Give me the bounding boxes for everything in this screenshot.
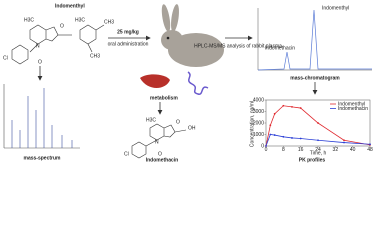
y-tick-label: 2000 xyxy=(253,120,264,126)
point xyxy=(269,124,272,127)
atom: Cl xyxy=(124,151,129,157)
y-axis-label: Concentration, ng/ml xyxy=(249,101,255,147)
metabolism: metabolism xyxy=(150,95,178,101)
x-tick-label: 0 xyxy=(265,147,268,153)
point xyxy=(265,145,267,147)
x-tick-label: 40 xyxy=(350,147,356,153)
point xyxy=(317,139,319,142)
x-tick-label: 8 xyxy=(282,147,285,153)
graphical-abstract: Indomenthyl H3C O N Cl O H3C CH3 CH3 25 … xyxy=(3,3,373,163)
caption: mass-chromatogram xyxy=(290,75,340,81)
point xyxy=(282,135,285,138)
chromatogram xyxy=(257,8,372,71)
caption: mass-spectrum xyxy=(24,155,62,161)
point xyxy=(299,107,302,109)
protein xyxy=(187,71,209,95)
x-axis-label: Time, h xyxy=(310,150,327,156)
x-tick-label: 24 xyxy=(315,147,321,153)
rabbit xyxy=(161,4,224,67)
atom: O xyxy=(176,119,180,125)
atom: Cl xyxy=(3,55,8,61)
molecule-name: Indomenthyl xyxy=(55,3,85,9)
point xyxy=(291,137,293,139)
atom: N xyxy=(36,43,40,49)
atom: N xyxy=(155,139,159,145)
atom: CH3 xyxy=(90,53,100,59)
point xyxy=(343,139,345,142)
atom: OH xyxy=(188,125,196,131)
point xyxy=(273,112,276,115)
atom: CH3 xyxy=(104,19,114,25)
legend-label: Indomethacin xyxy=(338,106,368,112)
point xyxy=(369,143,371,146)
y-tick-label: 1000 xyxy=(253,132,264,138)
atom: H3C xyxy=(24,17,34,23)
x-tick-label: 16 xyxy=(298,147,304,153)
pk-chart: 0 8 16 24 32 40 48 0 1000 2000 3000 4000 Indomenthyl… xyxy=(253,97,373,153)
molecule-top xyxy=(11,24,105,65)
point xyxy=(299,137,302,140)
mass-spectrum xyxy=(3,84,80,149)
atom: O xyxy=(158,151,162,157)
molecule-name: Indomethacin xyxy=(146,157,179,163)
dose: 25 mg/kg xyxy=(117,29,139,35)
point xyxy=(291,106,293,108)
peak-label: Indomethacin xyxy=(265,45,295,51)
y-tick-label: 3000 xyxy=(253,109,264,115)
caption: PK profiles xyxy=(299,157,326,163)
atom: H3C xyxy=(75,17,85,23)
atom: O xyxy=(60,23,64,29)
atom: H3C xyxy=(146,117,156,123)
point xyxy=(343,141,345,144)
liver xyxy=(140,74,170,88)
point xyxy=(282,104,285,107)
atom: O xyxy=(38,59,42,65)
y-tick-label: 0 xyxy=(261,143,264,149)
point xyxy=(269,133,272,136)
x-tick-label: 48 xyxy=(367,147,373,153)
x-tick-label: 32 xyxy=(333,147,339,153)
legend-label: Indomenthyl xyxy=(338,101,365,107)
point xyxy=(273,134,276,136)
peak-label: Indomenthyl xyxy=(322,5,349,11)
point xyxy=(317,122,319,124)
y-tick-label: 4000 xyxy=(253,97,264,103)
analysis: HPLC-MS/MS analysis of rabbit plasma xyxy=(194,43,282,49)
route: oral administration xyxy=(108,41,149,47)
molecule-bottom xyxy=(131,123,187,159)
